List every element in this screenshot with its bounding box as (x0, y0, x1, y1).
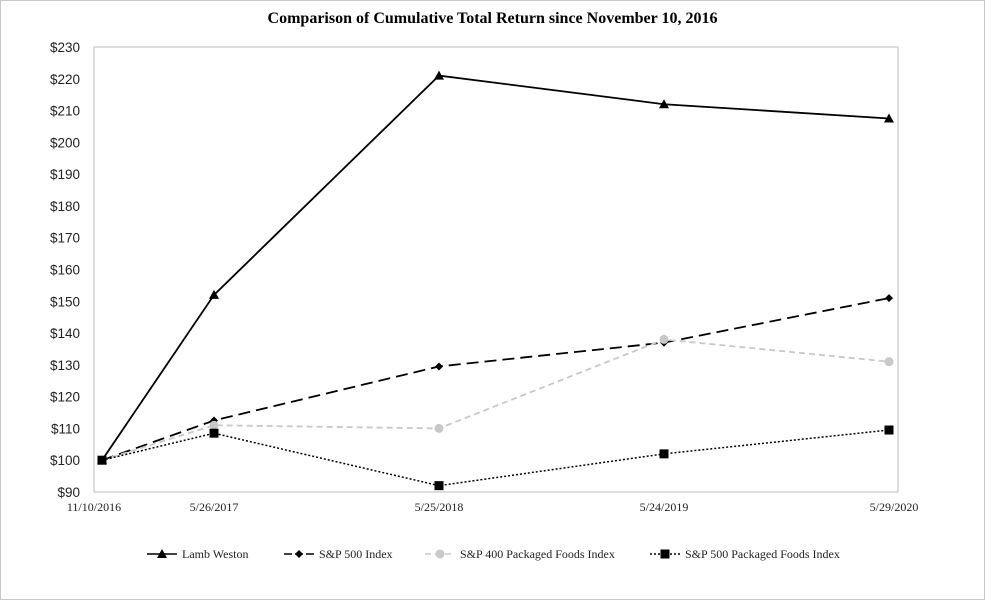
data-point (434, 423, 444, 433)
series-line (101, 429, 890, 487)
y-tick-label: $220 (50, 72, 80, 87)
data-point (209, 289, 219, 299)
legend-label: S&P 400 Packaged Foods Index (460, 547, 615, 561)
data-point (434, 481, 444, 491)
y-tick-label: $140 (50, 326, 80, 341)
plot-area (93, 46, 899, 493)
data-point (659, 449, 669, 459)
data-point (434, 70, 444, 80)
data-point (884, 357, 894, 367)
chart-frame (0, 0, 985, 600)
legend-label: S&P 500 Packaged Foods Index (685, 547, 840, 561)
data-point (659, 99, 669, 109)
data-point (209, 428, 219, 438)
data-point (209, 420, 219, 430)
series-2 (97, 334, 894, 465)
legend-item: S&P 500 Packaged Foods Index (650, 547, 840, 561)
data-point (97, 455, 107, 465)
legend-marker (295, 550, 303, 558)
x-axis: 11/10/2016 5/26/2017 5/25/2018 5/24/2019 5/2… (67, 500, 918, 514)
series-line (101, 297, 890, 462)
legend-label: S&P 500 Index (319, 547, 393, 561)
legend: Lamb Weston S&P 500 Index S&P 400 Packaged… (147, 547, 840, 561)
legend-marker (435, 549, 445, 559)
series-1 (98, 294, 893, 465)
y-tick-label: $200 (50, 135, 80, 150)
series-3 (97, 425, 894, 491)
data-point (884, 113, 894, 123)
y-tick-label: $130 (50, 358, 80, 373)
y-tick-label: $120 (50, 390, 80, 405)
legend-item: Lamb Weston (147, 547, 248, 561)
x-tick-label: 11/10/2016 (67, 500, 121, 514)
series-layer (97, 70, 894, 491)
x-tick-label: 5/24/2019 (640, 500, 689, 514)
series-0 (97, 70, 894, 465)
legend-label: Lamb Weston (182, 547, 248, 561)
series-line (101, 74, 890, 461)
y-tick-label: $160 (50, 263, 80, 278)
x-tick-label: 5/26/2017 (190, 500, 239, 514)
legend-item: S&P 400 Packaged Foods Index (425, 547, 615, 561)
y-tick-label: $190 (50, 167, 80, 182)
data-point (435, 362, 443, 371)
y-tick-label: $100 (50, 453, 80, 468)
y-tick-label: $180 (50, 199, 80, 214)
x-tick-label: 5/25/2018 (415, 500, 464, 514)
y-tick-label: $90 (57, 485, 80, 500)
x-tick-label: 5/29/2020 (870, 500, 919, 514)
y-tick-label: $210 (50, 104, 80, 119)
legend-marker (157, 549, 167, 558)
y-tick-label: $150 (50, 294, 80, 309)
plot-border (93, 46, 899, 493)
y-tick-label: $170 (50, 231, 80, 246)
data-point (659, 334, 669, 344)
chart-title: Comparison of Cumulative Total Return si… (267, 10, 718, 27)
y-tick-label: $230 (50, 40, 80, 55)
legend-item: S&P 500 Index (284, 547, 393, 561)
data-point (885, 294, 893, 303)
data-point (884, 425, 894, 435)
legend-marker (660, 549, 670, 559)
y-axis: $90 $100 $110 $120 $130 $140 $150 $160 $170 $180 $… (50, 40, 80, 500)
y-tick-label: $110 (51, 421, 80, 436)
